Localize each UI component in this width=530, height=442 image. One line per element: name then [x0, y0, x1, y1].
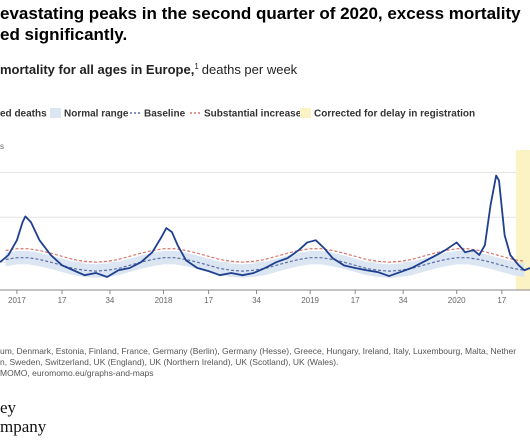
x-tick-label: 2020: [448, 296, 466, 305]
x-tick-label: 34: [105, 296, 114, 305]
source-line: MOMO, euromomo.eu/graphs-and-maps: [0, 368, 154, 378]
delay-region: [515, 150, 530, 290]
x-tick-label: 2019: [301, 296, 319, 305]
legend-swatch: [50, 108, 61, 118]
reference-line: [5, 257, 525, 272]
legend-label: Normal range: [64, 109, 129, 120]
x-tick-label: 34: [252, 296, 261, 305]
source-line: um, Denmark, Estonia, Finland, France, G…: [0, 346, 516, 356]
subtitle-unit: deaths per week: [202, 62, 298, 77]
legend-label: ed deaths: [0, 109, 47, 120]
legend-label: Baseline: [144, 109, 186, 120]
subtitle: mortality for all ages in Europe,1 deaths…: [0, 62, 298, 77]
title-line: evastating peaks in the second quarter o…: [0, 4, 521, 23]
logo: ey: [0, 398, 17, 417]
source-line: n, Sweden, Switzerland, UK (England), UK…: [0, 357, 338, 367]
legend-label: Substantial increase: [204, 109, 302, 120]
legend-label: Corrected for delay in registration: [314, 109, 475, 120]
title-line: ed significantly.: [0, 25, 127, 44]
x-tick-label: 34: [399, 296, 408, 305]
legend-swatch: [300, 108, 311, 118]
x-tick-label: 2018: [155, 296, 173, 305]
x-tick-label: 2017: [8, 296, 26, 305]
data-line: [0, 174, 530, 278]
x-tick-label: 17: [351, 296, 360, 305]
x-tick-label: 17: [497, 296, 506, 305]
x-tick-label: 17: [58, 296, 67, 305]
footnote-mark: 1: [194, 62, 199, 71]
reference-line: [5, 248, 525, 263]
x-tick-label: 17: [204, 296, 213, 305]
subtitle-main: mortality for all ages in Europe,: [0, 62, 194, 77]
y-label: s: [0, 142, 4, 151]
logo: mpany: [0, 417, 47, 436]
plot: ed deaths Normal range Baseline Substantial…: [0, 108, 530, 305]
